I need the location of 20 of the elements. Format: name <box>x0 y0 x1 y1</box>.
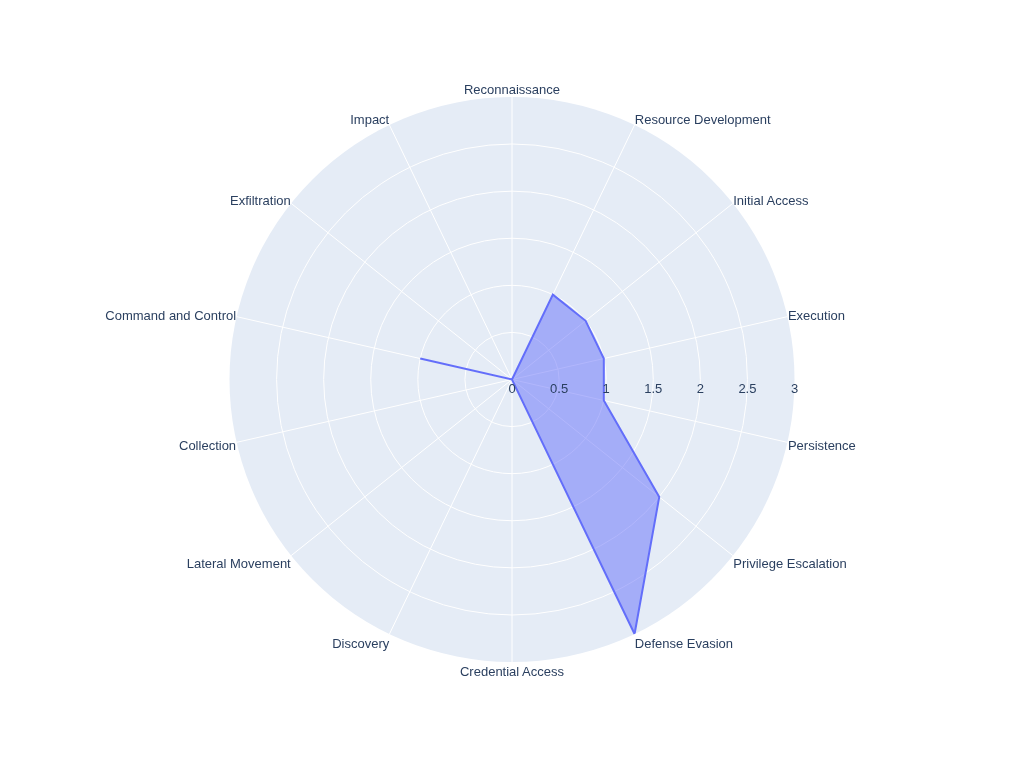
spoke-label: Reconnaissance <box>463 81 561 97</box>
y-tick-label: 1.5 <box>644 381 663 396</box>
spoke-label: Discovery <box>332 636 390 652</box>
spoke-label: Exfiltration <box>230 192 291 208</box>
spoke-label: Execution <box>787 308 845 324</box>
spoke-label: Command and Control <box>105 308 237 324</box>
y-tick-label: 3 <box>790 381 799 396</box>
spoke-label: Impact <box>350 112 390 128</box>
y-tick-label: 0 <box>508 381 516 396</box>
y-tick-label: 2 <box>696 381 704 396</box>
spoke-label: Credential Access <box>459 663 565 679</box>
spoke-label: Collection <box>179 437 237 453</box>
spoke-label: Resource Development <box>634 112 772 128</box>
y-tick-label: 2.5 <box>738 381 757 396</box>
spoke-label: Privilege Escalation <box>733 555 847 571</box>
spoke-label: Lateral Movement <box>186 555 292 571</box>
y-tick-label: 0.5 <box>550 381 569 396</box>
spoke-label: Initial Access <box>733 192 809 208</box>
spoke-label: Persistence <box>787 437 856 453</box>
spoke-label: Defense Evasion <box>634 636 734 652</box>
